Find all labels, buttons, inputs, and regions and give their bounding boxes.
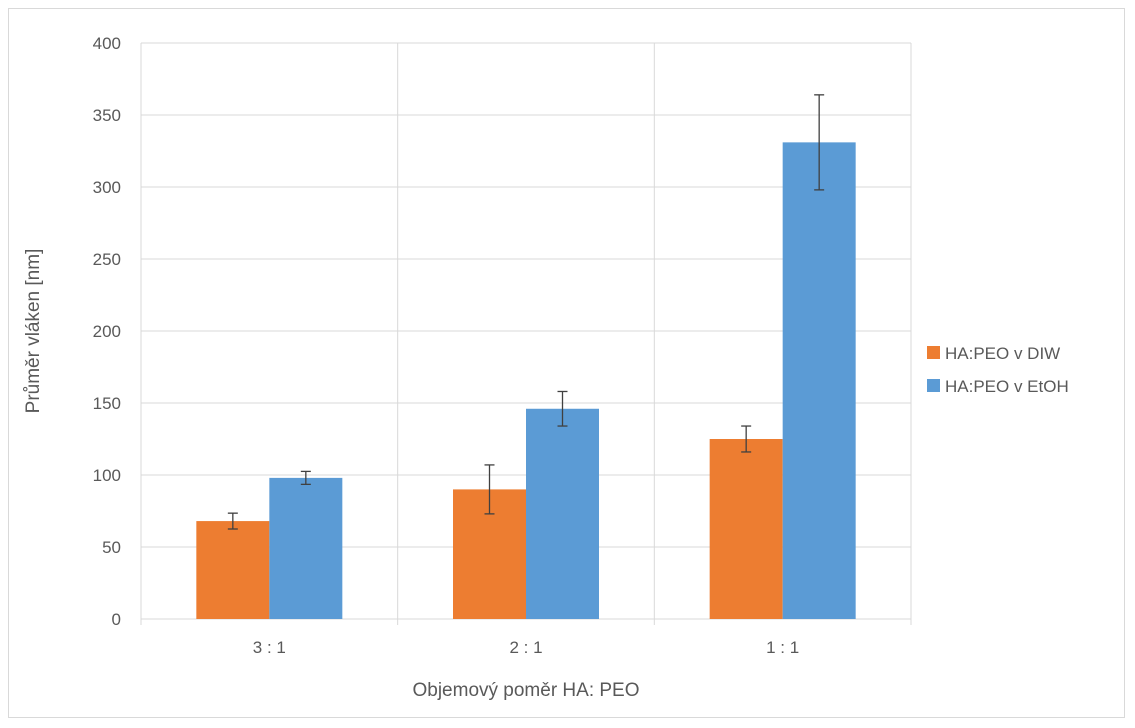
legend-label: HA:PEO v DIW bbox=[945, 344, 1060, 363]
error-bar bbox=[484, 464, 495, 515]
y-tick-label: 50 bbox=[102, 538, 121, 557]
bar-etoh-2 bbox=[782, 142, 856, 620]
y-axis-title: Průměr vláken [nm] bbox=[23, 249, 44, 414]
bar-diw-2 bbox=[709, 439, 783, 619]
x-tick-label: 3 : 1 bbox=[253, 638, 286, 657]
error-bar bbox=[300, 470, 311, 486]
legend-item: HA:PEO v DIW bbox=[927, 344, 1060, 363]
x-axis-title: Objemový poměr HA: PEO bbox=[412, 680, 639, 701]
error-bars bbox=[227, 94, 825, 530]
error-bar bbox=[814, 94, 825, 191]
bar-etoh-0 bbox=[269, 477, 343, 619]
legend-label: HA:PEO v EtOH bbox=[945, 377, 1069, 396]
y-tick-label: 400 bbox=[93, 34, 121, 53]
legend-item: HA:PEO v EtOH bbox=[927, 377, 1069, 396]
legend-swatch bbox=[927, 379, 940, 392]
y-tick-label: 150 bbox=[93, 394, 121, 413]
y-tick-label: 0 bbox=[112, 610, 121, 629]
bar-etoh-1 bbox=[526, 408, 599, 619]
legend-swatch bbox=[927, 346, 940, 359]
x-tick-label: 1 : 1 bbox=[766, 638, 799, 657]
y-tick-label: 200 bbox=[93, 322, 121, 341]
error-bar bbox=[741, 425, 752, 453]
y-tick-label: 300 bbox=[93, 178, 121, 197]
y-tick-label: 100 bbox=[93, 466, 121, 485]
error-bar bbox=[227, 512, 238, 530]
bar-diw-0 bbox=[196, 521, 270, 619]
legend: HA:PEO v DIW HA:PEO v EtOH bbox=[927, 344, 1069, 396]
x-tick-label: 2 : 1 bbox=[509, 638, 542, 657]
y-tick-label: 350 bbox=[93, 106, 121, 125]
tick-labels: 0 50 100 150 200 250 300 350 400 3 : 1 2 : 1 1 : 1 bbox=[93, 34, 800, 657]
error-bar bbox=[557, 390, 568, 427]
bars bbox=[196, 142, 856, 620]
y-tick-label: 250 bbox=[93, 250, 121, 269]
